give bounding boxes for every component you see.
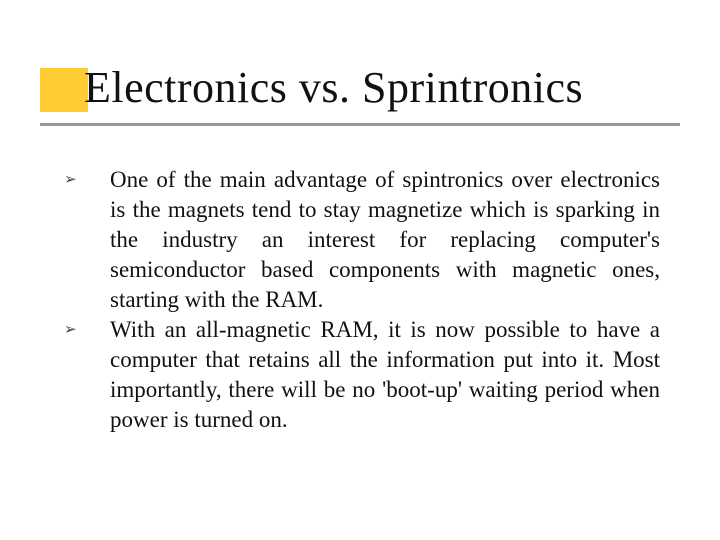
list-item: ➢ One of the main advantage of spintroni… xyxy=(60,165,660,315)
slide-title: Electronics vs. Sprintronics xyxy=(84,62,583,113)
bullet-text: With an all-magnetic RAM, it is now poss… xyxy=(110,315,660,435)
list-item: ➢ With an all-magnetic RAM, it is now po… xyxy=(60,315,660,435)
bullet-marker-icon: ➢ xyxy=(60,315,110,345)
title-accent-box xyxy=(40,68,88,112)
bullet-text: One of the main advantage of spintronics… xyxy=(110,165,660,315)
slide-content: ➢ One of the main advantage of spintroni… xyxy=(60,165,660,435)
bullet-marker-icon: ➢ xyxy=(60,165,110,195)
title-underline xyxy=(40,123,680,126)
